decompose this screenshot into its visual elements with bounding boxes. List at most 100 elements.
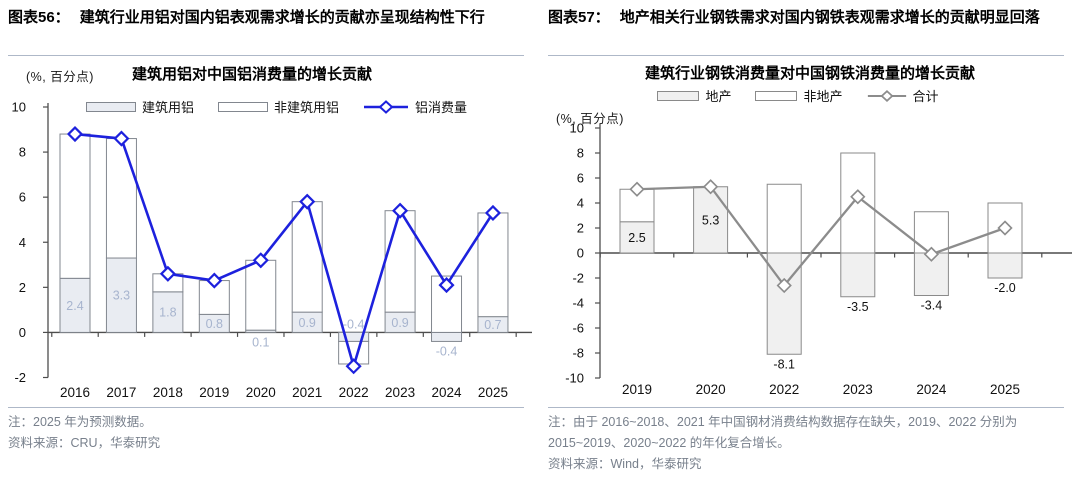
note-text: 注：由于 2016~2018、2021 年中国钢材消费结构数据存在缺失，2019… (548, 415, 1018, 450)
y-tick-label: 8 (19, 145, 26, 160)
bar-swatch-icon (86, 101, 136, 112)
aluminum-contribution-chart: -2 0 2 4 6 8 10 2.4 3.3 1.8 0.8 0.1 0.9 -0.4 0.9 -0.4 0.… (12, 100, 532, 400)
bar-value-label: -2.0 (994, 281, 1016, 295)
x-tick-label: 2022 (769, 382, 799, 397)
bar-segment (105, 138, 137, 259)
figure-56-header: 图表56： 建筑行业用铝对国内铝表观需求增长的贡献亦呈现结构性下行 (8, 6, 528, 29)
line-marker-diamond (923, 246, 940, 262)
figure-56-label: 图表56： (8, 9, 70, 26)
legend-label: 铝消费量 (415, 100, 468, 115)
legend-item: 铝消费量 (363, 97, 467, 116)
steel-chart-area: 建筑行业钢铁消费量对中国钢铁消费量的增长贡献 地产 非地产 合计 (%, 百分点… (540, 58, 1080, 407)
y-tick-label: 2 (577, 221, 584, 236)
figure-56-heading: 建筑行业用铝对国内铝表观需求增长的贡献亦呈现结构性下行 (79, 9, 485, 26)
trend-line (636, 185, 1006, 287)
bar-value-label: 1.8 (159, 306, 176, 320)
bar-value-label: 3.3 (113, 289, 130, 303)
aluminum-chart-area: (%, 百分点) 建筑用铝对中国铝消费量的增长贡献 建筑用铝 非建筑用铝 铝消费… (0, 58, 540, 407)
line-marker-diamond (206, 272, 223, 289)
x-tick-label: 2022 (339, 385, 369, 400)
line-marker-diamond (997, 220, 1013, 236)
chart-title: 建筑行业钢铁消费量对中国钢铁消费量的增长贡献 (644, 65, 975, 82)
legend-label: 建筑用铝 (142, 100, 195, 115)
x-tick-label: 2024 (431, 385, 462, 400)
line-marker-diamond (850, 189, 866, 205)
bar-segment (840, 252, 876, 298)
y-axis-unit-label: (%, 百分点) (26, 70, 94, 84)
line-marker-diamond (113, 130, 130, 147)
legend-item: 非建筑用铝 (218, 97, 339, 116)
bar-value-label: 0.8 (206, 317, 223, 331)
bar-value-label: 2.4 (66, 299, 83, 313)
note-text: 注：2025 年为预测数据。 (8, 415, 152, 429)
bar-value-label: -0.4 (436, 344, 458, 358)
line-marker-diamond (438, 277, 455, 294)
legend-label: 非建筑用铝 (274, 100, 340, 115)
x-tick-label: 2018 (153, 385, 183, 400)
bar-swatch-icon (755, 90, 798, 101)
y-axis-unit-label: (%, 百分点) (556, 112, 624, 126)
y-tick-label: -4 (572, 296, 584, 311)
x-tick-label: 2019 (199, 385, 229, 400)
bar-value-label: 0.7 (484, 318, 501, 332)
legend-item: 地产 (657, 86, 731, 105)
bar-value-label: 2.5 (628, 231, 645, 245)
line-marker-diamond (702, 179, 719, 195)
y-tick-label: 6 (577, 171, 584, 186)
line-marker-diamond (66, 125, 84, 143)
line-marker-swatch-icon (363, 99, 409, 114)
bar-segment (431, 331, 463, 342)
bar-swatch-icon (218, 101, 269, 112)
chart-legend: 地产 非地产 合计 (540, 86, 1080, 105)
x-tick-label: 2023 (385, 385, 415, 400)
bar-segment (59, 133, 91, 279)
x-tick-label: 2017 (106, 385, 136, 400)
bar-value-label: 0.9 (391, 316, 408, 330)
legend-item: 建筑用铝 (86, 97, 194, 116)
y-tick-label: -8 (572, 346, 584, 361)
bar-segment (105, 257, 137, 333)
line-marker-diamond (159, 265, 176, 282)
legend-item: 合计 (867, 86, 939, 105)
bar-segment (913, 252, 949, 296)
y-tick-label: -10 (565, 371, 584, 386)
figure-56-notes: 注：2025 年为预测数据。 资料来源：CRU，华泰研究 (8, 412, 524, 454)
bar-segment (766, 183, 802, 254)
y-tick-label: 4 (577, 196, 584, 211)
figure-57-notes: 注：由于 2016~2018、2021 年中国钢材消费结构数据存在缺失，2019… (548, 412, 1064, 475)
x-tick-label: 2020 (696, 382, 726, 397)
bar-segment (152, 291, 184, 333)
y-tick-label: 10 (570, 121, 584, 136)
y-tick-label: 0 (19, 325, 26, 340)
x-tick-label: 2025 (990, 382, 1020, 397)
legend-label: 非地产 (803, 89, 843, 104)
bar-segment (59, 277, 91, 333)
y-tick-label: -2 (14, 370, 26, 385)
bar-value-label: -0.4 (343, 317, 365, 331)
bar-value-label: -3.4 (921, 299, 943, 313)
legend-label: 地产 (705, 89, 732, 104)
legend-item: 非地产 (755, 86, 843, 105)
bar-segment (693, 186, 729, 254)
header-divider (548, 55, 1064, 56)
figure-57-label: 图表57： (548, 9, 610, 26)
bar-value-label: -8.1 (773, 357, 795, 371)
figure-57-heading: 地产相关行业钢铁需求对国内钢铁表观需求增长的贡献明显回落 (619, 9, 1040, 26)
y-tick-label: 4 (19, 235, 26, 250)
source-text: 资料来源：Wind，华泰研究 (548, 457, 702, 471)
steel-contribution-chart: -10 -8 -6 -4 -2 0 2 4 6 8 10 2.5 5.3 -8.1 -3.5 -3.4 -2.0… (565, 121, 1072, 397)
legend-label: 合计 (912, 89, 939, 104)
y-tick-label: 10 (12, 100, 26, 115)
bar-value-label: 0.9 (299, 316, 316, 330)
x-tick-label: 2024 (916, 382, 947, 397)
footer-divider (548, 407, 1064, 408)
figure-56-panel: 图表56： 建筑行业用铝对国内铝表观需求增长的贡献亦呈现结构性下行 (%, 百分点… (0, 6, 540, 454)
y-tick-label: -2 (572, 271, 584, 286)
line-marker-diamond (392, 202, 409, 219)
line-marker-diamond (484, 204, 502, 222)
footer-divider (8, 407, 524, 408)
y-tick-label: 8 (577, 146, 584, 161)
header-divider (8, 55, 524, 56)
chart-title: 建筑用铝对中国铝消费量的增长贡献 (132, 66, 373, 83)
